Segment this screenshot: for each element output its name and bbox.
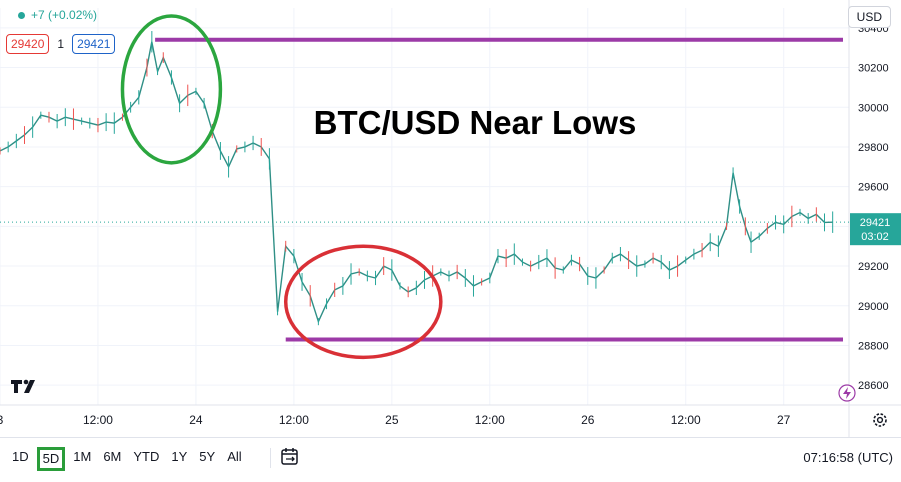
date-range-icon[interactable] <box>279 446 301 468</box>
x-tick-label: 12:00 <box>279 413 309 427</box>
settings-gear-icon[interactable] <box>871 411 889 429</box>
change-legend: +7 (+0.02%) <box>6 8 97 22</box>
x-tick-label: 24 <box>189 413 203 427</box>
chart-title: BTC/USD Near Lows <box>314 104 637 141</box>
y-tick-label: 29600 <box>858 182 889 194</box>
y-tick-label: 29000 <box>858 301 889 313</box>
range-button-1m[interactable]: 1M <box>73 449 92 464</box>
y-tick-label: 30400 <box>858 23 889 35</box>
range-button-5y[interactable]: 5Y <box>199 449 216 464</box>
y-tick-label: 29200 <box>858 261 889 273</box>
ask-price-button[interactable]: 29421 <box>72 34 116 54</box>
quote-row: 29420 1 29421 <box>6 34 116 54</box>
current-price-label: 29421 <box>860 217 891 229</box>
y-tick-label: 28800 <box>858 340 889 352</box>
flash-icon[interactable] <box>838 384 856 402</box>
utc-clock[interactable]: 07:16:58 (UTC) <box>803 450 893 465</box>
range-button-1d[interactable]: 1D <box>12 449 29 464</box>
range-button-6m[interactable]: 6M <box>103 449 122 464</box>
bottom-toolbar: 1D 5D 1M 6M YTD 1Y 5Y All 07:16:58 (UTC) <box>0 437 901 478</box>
range-button-all[interactable]: All <box>227 449 242 464</box>
range-button-ytd[interactable]: YTD <box>133 449 160 464</box>
highlight-ellipse <box>283 244 443 360</box>
y-tick-label: 29800 <box>858 142 889 154</box>
current-price-badge <box>850 213 901 246</box>
y-tick-label: 30200 <box>858 63 889 75</box>
x-tick-label: 26 <box>581 413 595 427</box>
x-tick-label: 12:00 <box>671 413 701 427</box>
x-tick-label: 25 <box>385 413 399 427</box>
toolbar-divider <box>270 448 271 468</box>
x-tick-label: 3 <box>0 413 4 427</box>
x-tick-label: 12:00 <box>475 413 505 427</box>
time-range-group: 1D 5D 1M 6M YTD 1Y 5Y All <box>8 447 246 471</box>
currency-selector[interactable]: USD <box>847 6 891 28</box>
quantity-label: 1 <box>57 37 65 51</box>
x-tick-label: 12:00 <box>83 413 113 427</box>
x-tick-label: 27 <box>777 413 791 427</box>
countdown-label: 03:02 <box>861 231 889 243</box>
price-change: +7 (+0.02%) <box>31 8 98 22</box>
y-tick-label: 28600 <box>858 380 889 392</box>
y-tick-label: 30000 <box>858 102 889 114</box>
status-dot-icon <box>18 11 25 19</box>
highlight-ellipse <box>120 14 223 165</box>
range-button-5d[interactable]: 5D <box>36 447 66 471</box>
range-button-1y[interactable]: 1Y <box>171 449 188 464</box>
tradingview-logo-icon[interactable] <box>10 378 40 394</box>
price-series-line <box>0 41 833 324</box>
bid-price-button[interactable]: 29420 <box>6 34 50 54</box>
